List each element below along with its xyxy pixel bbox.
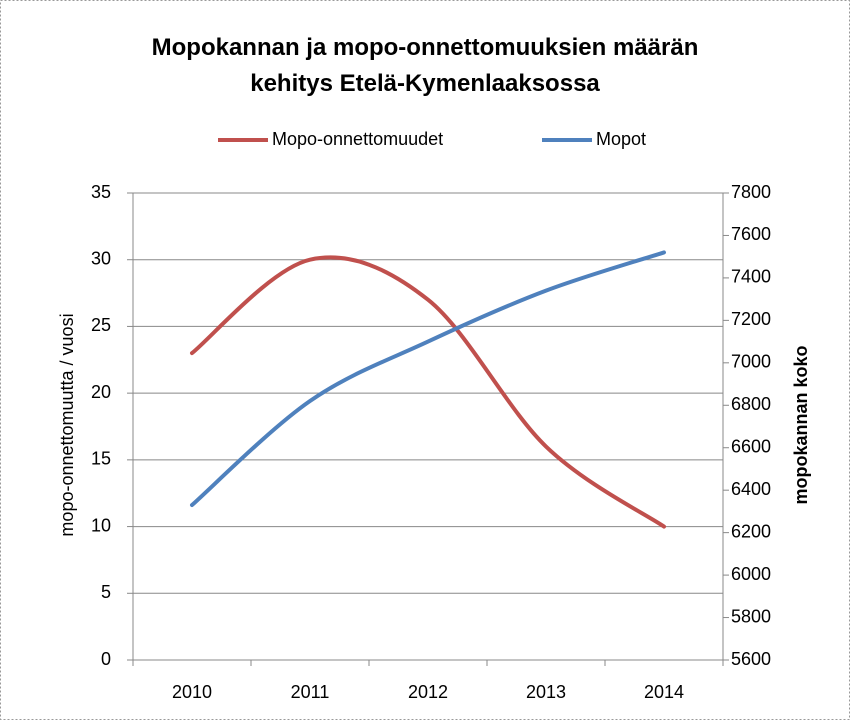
y-tick-label: 20	[91, 382, 111, 402]
y2-tick-label: 7600	[731, 224, 771, 244]
y-axis-label: mopo-onnettomuutta / vuosi	[57, 313, 77, 536]
x-tick-label: 2012	[408, 682, 448, 702]
y-tick-label: 10	[91, 515, 111, 535]
y-tick-label: 15	[91, 449, 111, 469]
legend-label: Mopo-onnettomuudet	[272, 129, 443, 149]
y2-tick-label: 7000	[731, 352, 771, 372]
y-tick-label: 0	[101, 649, 111, 669]
y2-tick-label: 6400	[731, 479, 771, 499]
y2-tick-label: 7800	[731, 182, 771, 202]
y2-tick-label: 7400	[731, 267, 771, 287]
series-line	[190, 255, 666, 529]
y2-tick-label: 6800	[731, 394, 771, 414]
y-tick-label: 30	[91, 248, 111, 268]
y-tick-label: 25	[91, 315, 111, 335]
y2-tick-label: 6000	[731, 564, 771, 584]
x-tick-label: 2014	[644, 682, 684, 702]
y2-axis-label: mopokannan koko	[791, 345, 811, 504]
series-line	[190, 250, 666, 508]
x-tick-label: 2011	[291, 682, 330, 702]
y-tick-label: 35	[91, 182, 111, 202]
y2-tick-label: 5600	[731, 649, 771, 669]
x-tick-label: 2010	[172, 682, 212, 702]
x-tick-label: 2013	[526, 682, 566, 702]
chart-title: Mopokannan ja mopo-onnettomuuksien määrä…	[151, 34, 699, 97]
y2-tick-label: 6200	[731, 521, 771, 541]
y2-tick-label: 6600	[731, 436, 771, 456]
y2-tick-label: 7200	[731, 309, 771, 329]
y2-tick-label: 5800	[731, 606, 771, 626]
y-tick-label: 5	[101, 582, 111, 602]
legend-label: Mopot	[596, 129, 646, 149]
